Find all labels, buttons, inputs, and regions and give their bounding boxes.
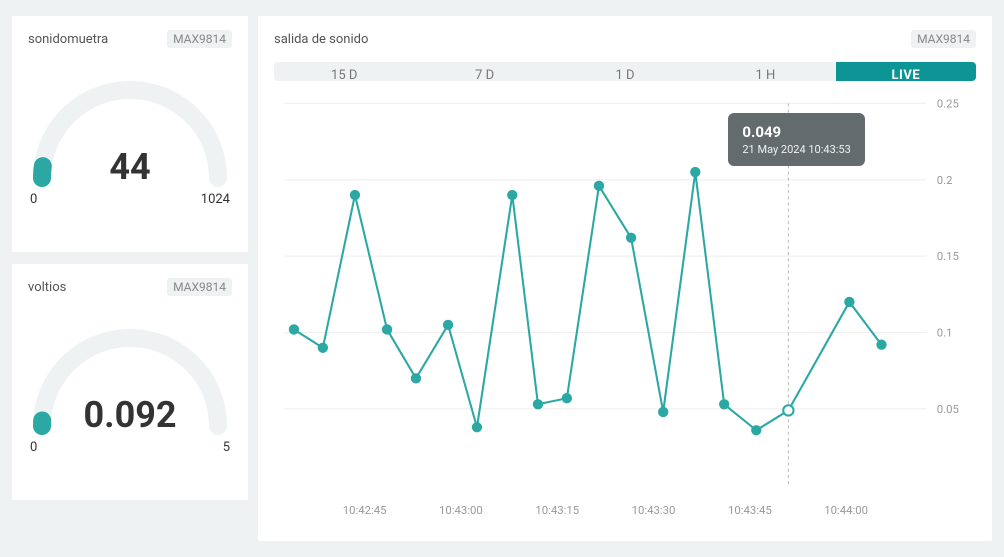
chart-area: 0.05 0.1 0.15 0.2 0.25 10:42:45 10:43:00 10:43:… xyxy=(274,93,976,527)
chart-title: salida de sonido xyxy=(274,32,368,47)
gauge-card-1: voltios MAX9814 0.092 0 5 xyxy=(12,264,248,500)
svg-text:10:44:00: 10:44:00 xyxy=(824,504,868,518)
device-tag: MAX9814 xyxy=(167,30,232,48)
range-button-live[interactable]: LIVE xyxy=(836,62,976,81)
gauge-value: 0.092 xyxy=(28,394,232,436)
svg-text:10:43:00: 10:43:00 xyxy=(439,504,483,518)
gauge-title: voltios xyxy=(28,280,66,295)
gauge-max: 1024 xyxy=(201,192,230,207)
range-button-15d[interactable]: 15 D xyxy=(274,62,414,81)
svg-text:0.1: 0.1 xyxy=(937,326,953,340)
gauge-min: 0 xyxy=(30,192,37,207)
gauge-title: sonidomuetra xyxy=(28,32,108,47)
gauge-card-0: sonidomuetra MAX9814 44 0 1024 xyxy=(12,16,248,252)
chart-card: salida de sonido MAX9814 15 D7 D1 D1 HLI… xyxy=(258,16,992,541)
range-button-1h[interactable]: 1 H xyxy=(695,62,835,81)
svg-text:10:43:15: 10:43:15 xyxy=(535,504,579,518)
svg-text:10:42:45: 10:42:45 xyxy=(343,504,387,518)
svg-text:0.15: 0.15 xyxy=(937,250,959,264)
time-range-row: 15 D7 D1 D1 HLIVE xyxy=(274,62,976,81)
gauge-value: 44 xyxy=(28,146,232,188)
svg-text:0.05: 0.05 xyxy=(937,402,959,416)
svg-text:0.25: 0.25 xyxy=(937,97,959,111)
device-tag: MAX9814 xyxy=(911,30,976,48)
svg-text:10:43:45: 10:43:45 xyxy=(728,504,772,518)
range-button-1d[interactable]: 1 D xyxy=(555,62,695,81)
line-chart-svg: 0.05 0.1 0.15 0.2 0.25 10:42:45 10:43:00 10:43:… xyxy=(274,93,976,527)
gauge-max: 5 xyxy=(223,440,230,455)
range-button-7d[interactable]: 7 D xyxy=(414,62,554,81)
device-tag: MAX9814 xyxy=(167,278,232,296)
svg-text:10:43:30: 10:43:30 xyxy=(632,504,676,518)
gauge-min: 0 xyxy=(30,440,37,455)
svg-text:0.2: 0.2 xyxy=(937,173,953,187)
